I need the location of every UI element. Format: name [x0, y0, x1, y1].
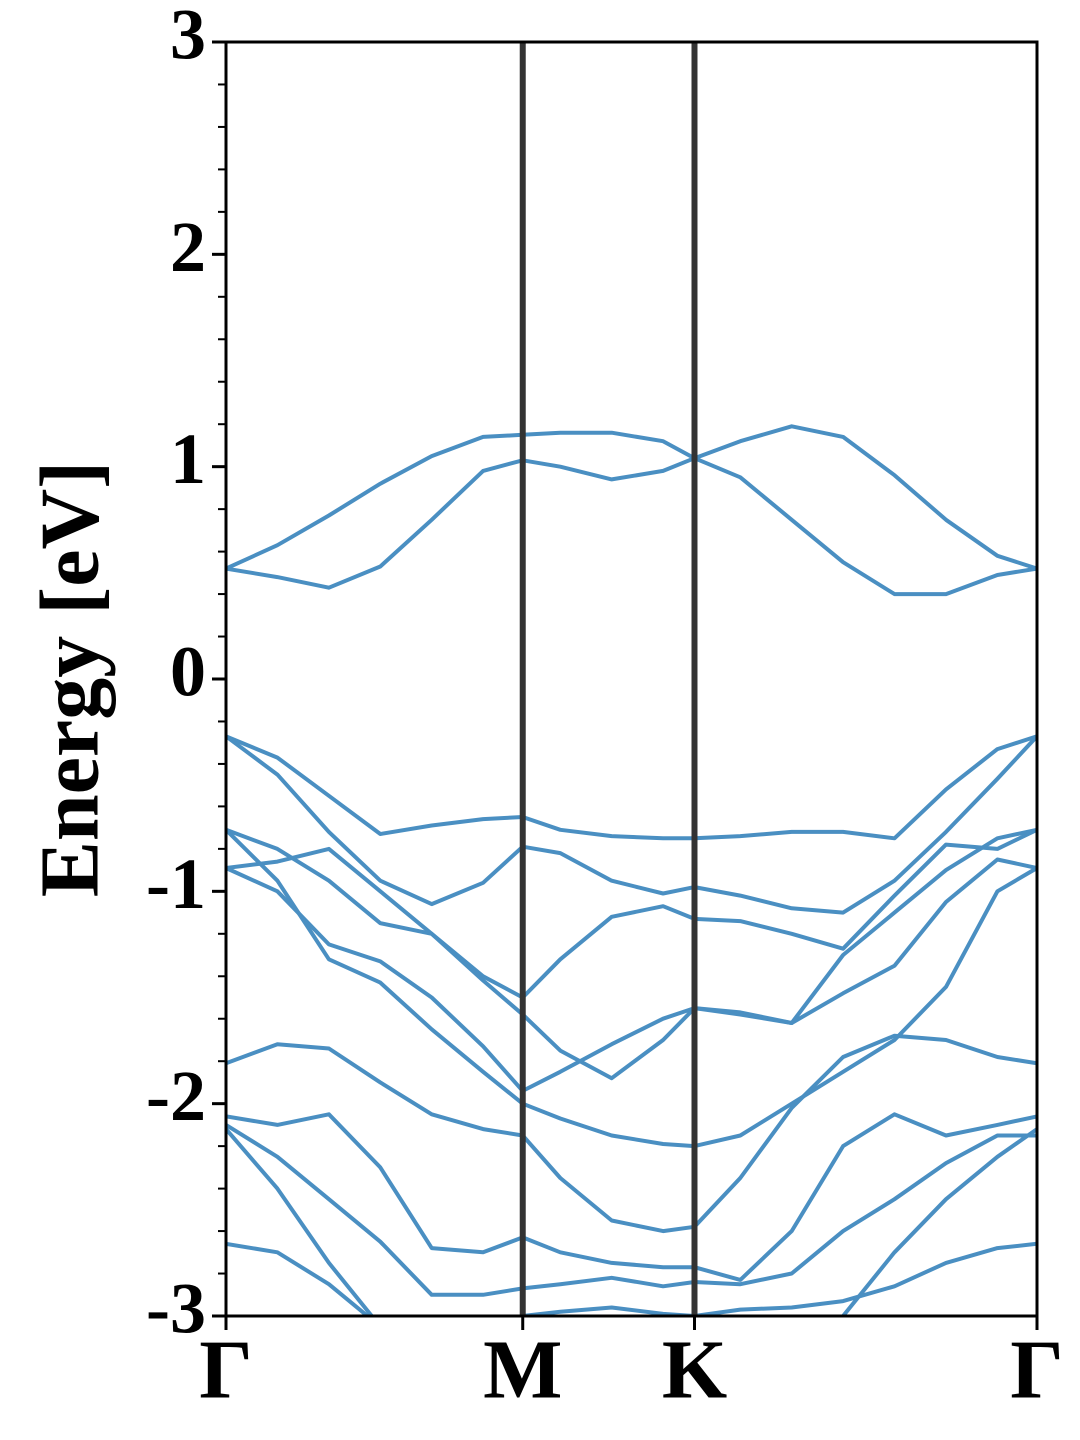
band-line: [226, 857, 1037, 1093]
y-tick-label: -3: [146, 1269, 206, 1349]
band-line: [226, 424, 1037, 571]
y-axis-label: Energy [eV]: [23, 461, 116, 897]
band-line: [226, 734, 1037, 915]
band-line: [226, 734, 1037, 841]
bands: [226, 424, 1037, 1316]
x-tick-label: Γ: [199, 1323, 252, 1416]
y-tick-label: -2: [146, 1056, 206, 1136]
band-line: [226, 1033, 1037, 1234]
x-tick-label: Γ: [1010, 1323, 1063, 1416]
x-tick-label: M: [483, 1323, 562, 1416]
y-tick-label: 2: [170, 207, 206, 287]
band-line: [226, 827, 1037, 1149]
y-tick-label: 1: [170, 419, 206, 499]
y-tick-label: 3: [170, 0, 206, 75]
band-line: [226, 1127, 1037, 1316]
y-tick-label: 0: [170, 632, 206, 712]
x-tick-label: K: [662, 1323, 727, 1416]
band-line: [226, 1122, 1037, 1297]
plot-frame: [224, 40, 1039, 1318]
band-line: [226, 827, 1037, 1081]
band-line: [226, 827, 1037, 1000]
y-tick-label: -1: [146, 844, 206, 924]
band-line: [226, 1112, 1037, 1282]
band-line: [226, 1241, 1037, 1316]
band-line: [226, 456, 1037, 597]
